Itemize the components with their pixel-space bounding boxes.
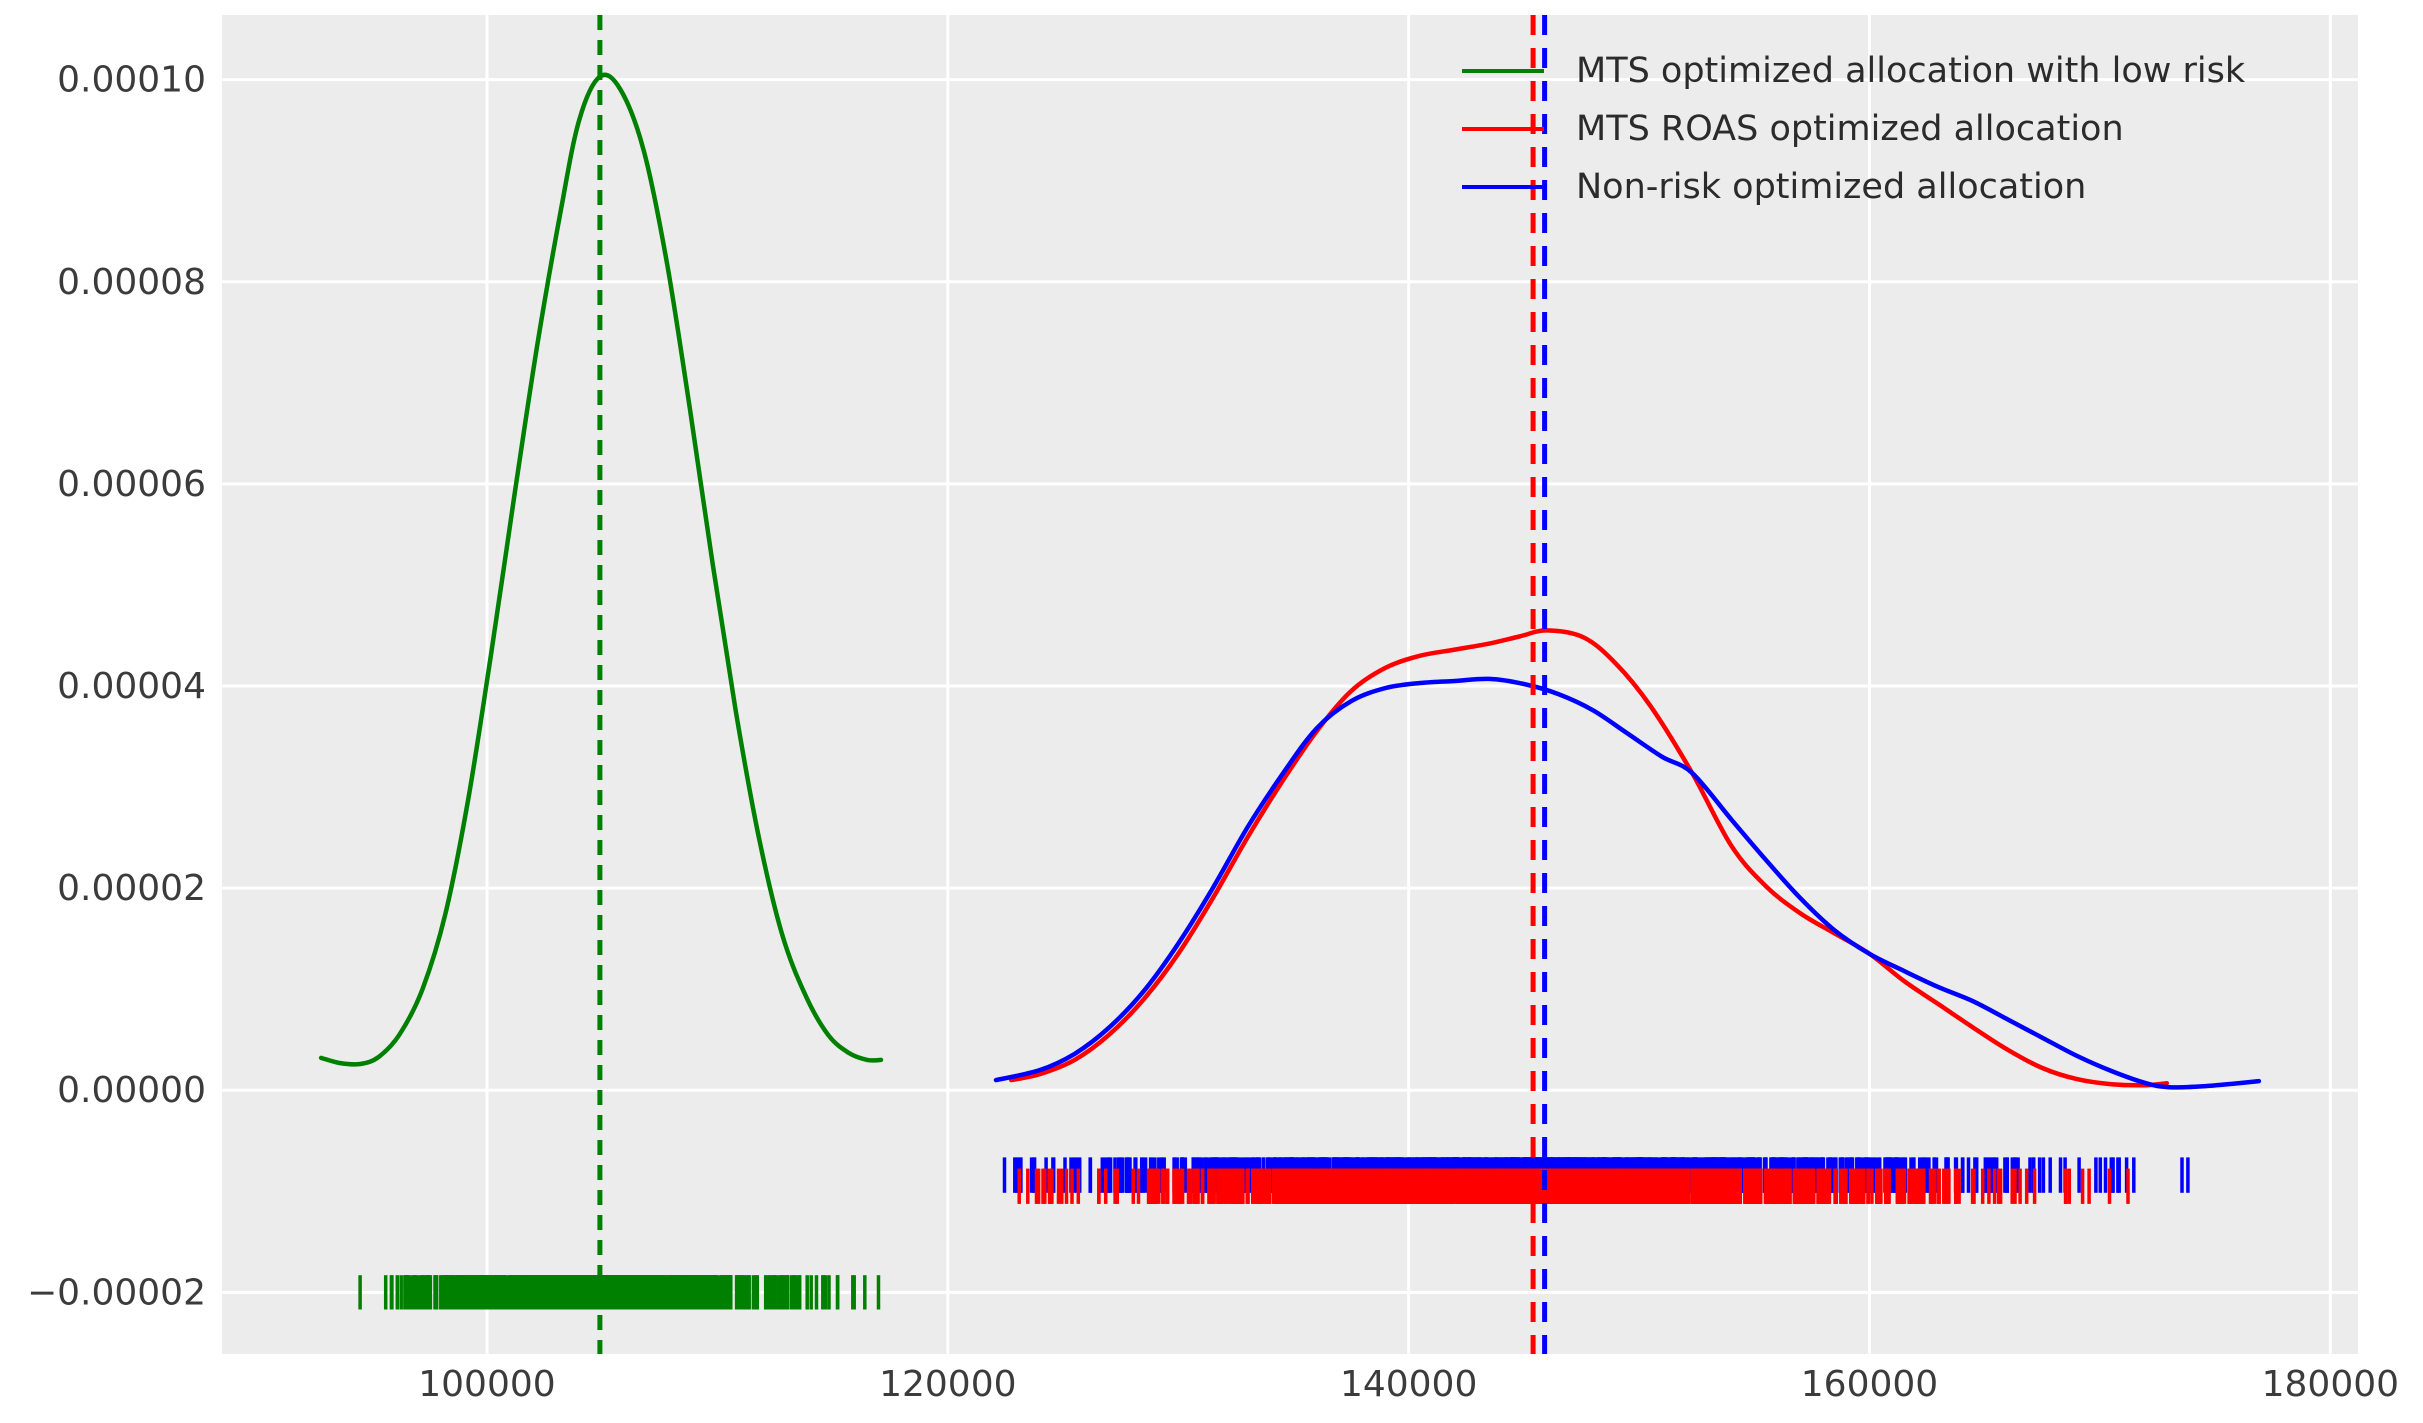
legend-row-blue: Non-risk optimized allocation bbox=[1462, 158, 2245, 216]
x-tick-label: 120000 bbox=[879, 1364, 1016, 1405]
legend-swatch-blue bbox=[1462, 185, 1544, 189]
legend-row-red: MTS ROAS optimized allocation bbox=[1462, 100, 2245, 158]
y-tick-label: 0.00002 bbox=[57, 868, 206, 909]
rug-red bbox=[1017, 1168, 2130, 1204]
x-tick-label: 180000 bbox=[2262, 1364, 2399, 1405]
kde-curve-blue bbox=[993, 676, 2262, 1090]
legend-swatch-red bbox=[1462, 127, 1544, 131]
y-tick-label: 0.00010 bbox=[57, 60, 206, 101]
y-tick-label: 0.00008 bbox=[57, 262, 206, 303]
y-tick-label: 0.00000 bbox=[57, 1070, 206, 1111]
plot-area bbox=[222, 15, 2358, 1354]
legend-row-green: MTS optimized allocation with low risk bbox=[1462, 42, 2245, 100]
legend-swatch-green bbox=[1462, 69, 1544, 73]
rug-green bbox=[358, 1275, 881, 1310]
legend: MTS optimized allocation with low risk M… bbox=[1462, 42, 2245, 216]
x-tick-label: 140000 bbox=[1340, 1364, 1477, 1405]
legend-label-red: MTS ROAS optimized allocation bbox=[1576, 108, 2124, 149]
x-tick-label: 100000 bbox=[418, 1364, 555, 1405]
legend-label-green: MTS optimized allocation with low risk bbox=[1576, 50, 2246, 91]
kde-curve-red bbox=[1008, 628, 2170, 1088]
legend-label-blue: Non-risk optimized allocation bbox=[1576, 166, 2087, 207]
y-tick-label: 0.00006 bbox=[57, 464, 206, 505]
y-tick-label: −0.00002 bbox=[27, 1272, 206, 1313]
x-tick-label: 160000 bbox=[1801, 1364, 1938, 1405]
y-tick-label: 0.00004 bbox=[57, 666, 206, 707]
